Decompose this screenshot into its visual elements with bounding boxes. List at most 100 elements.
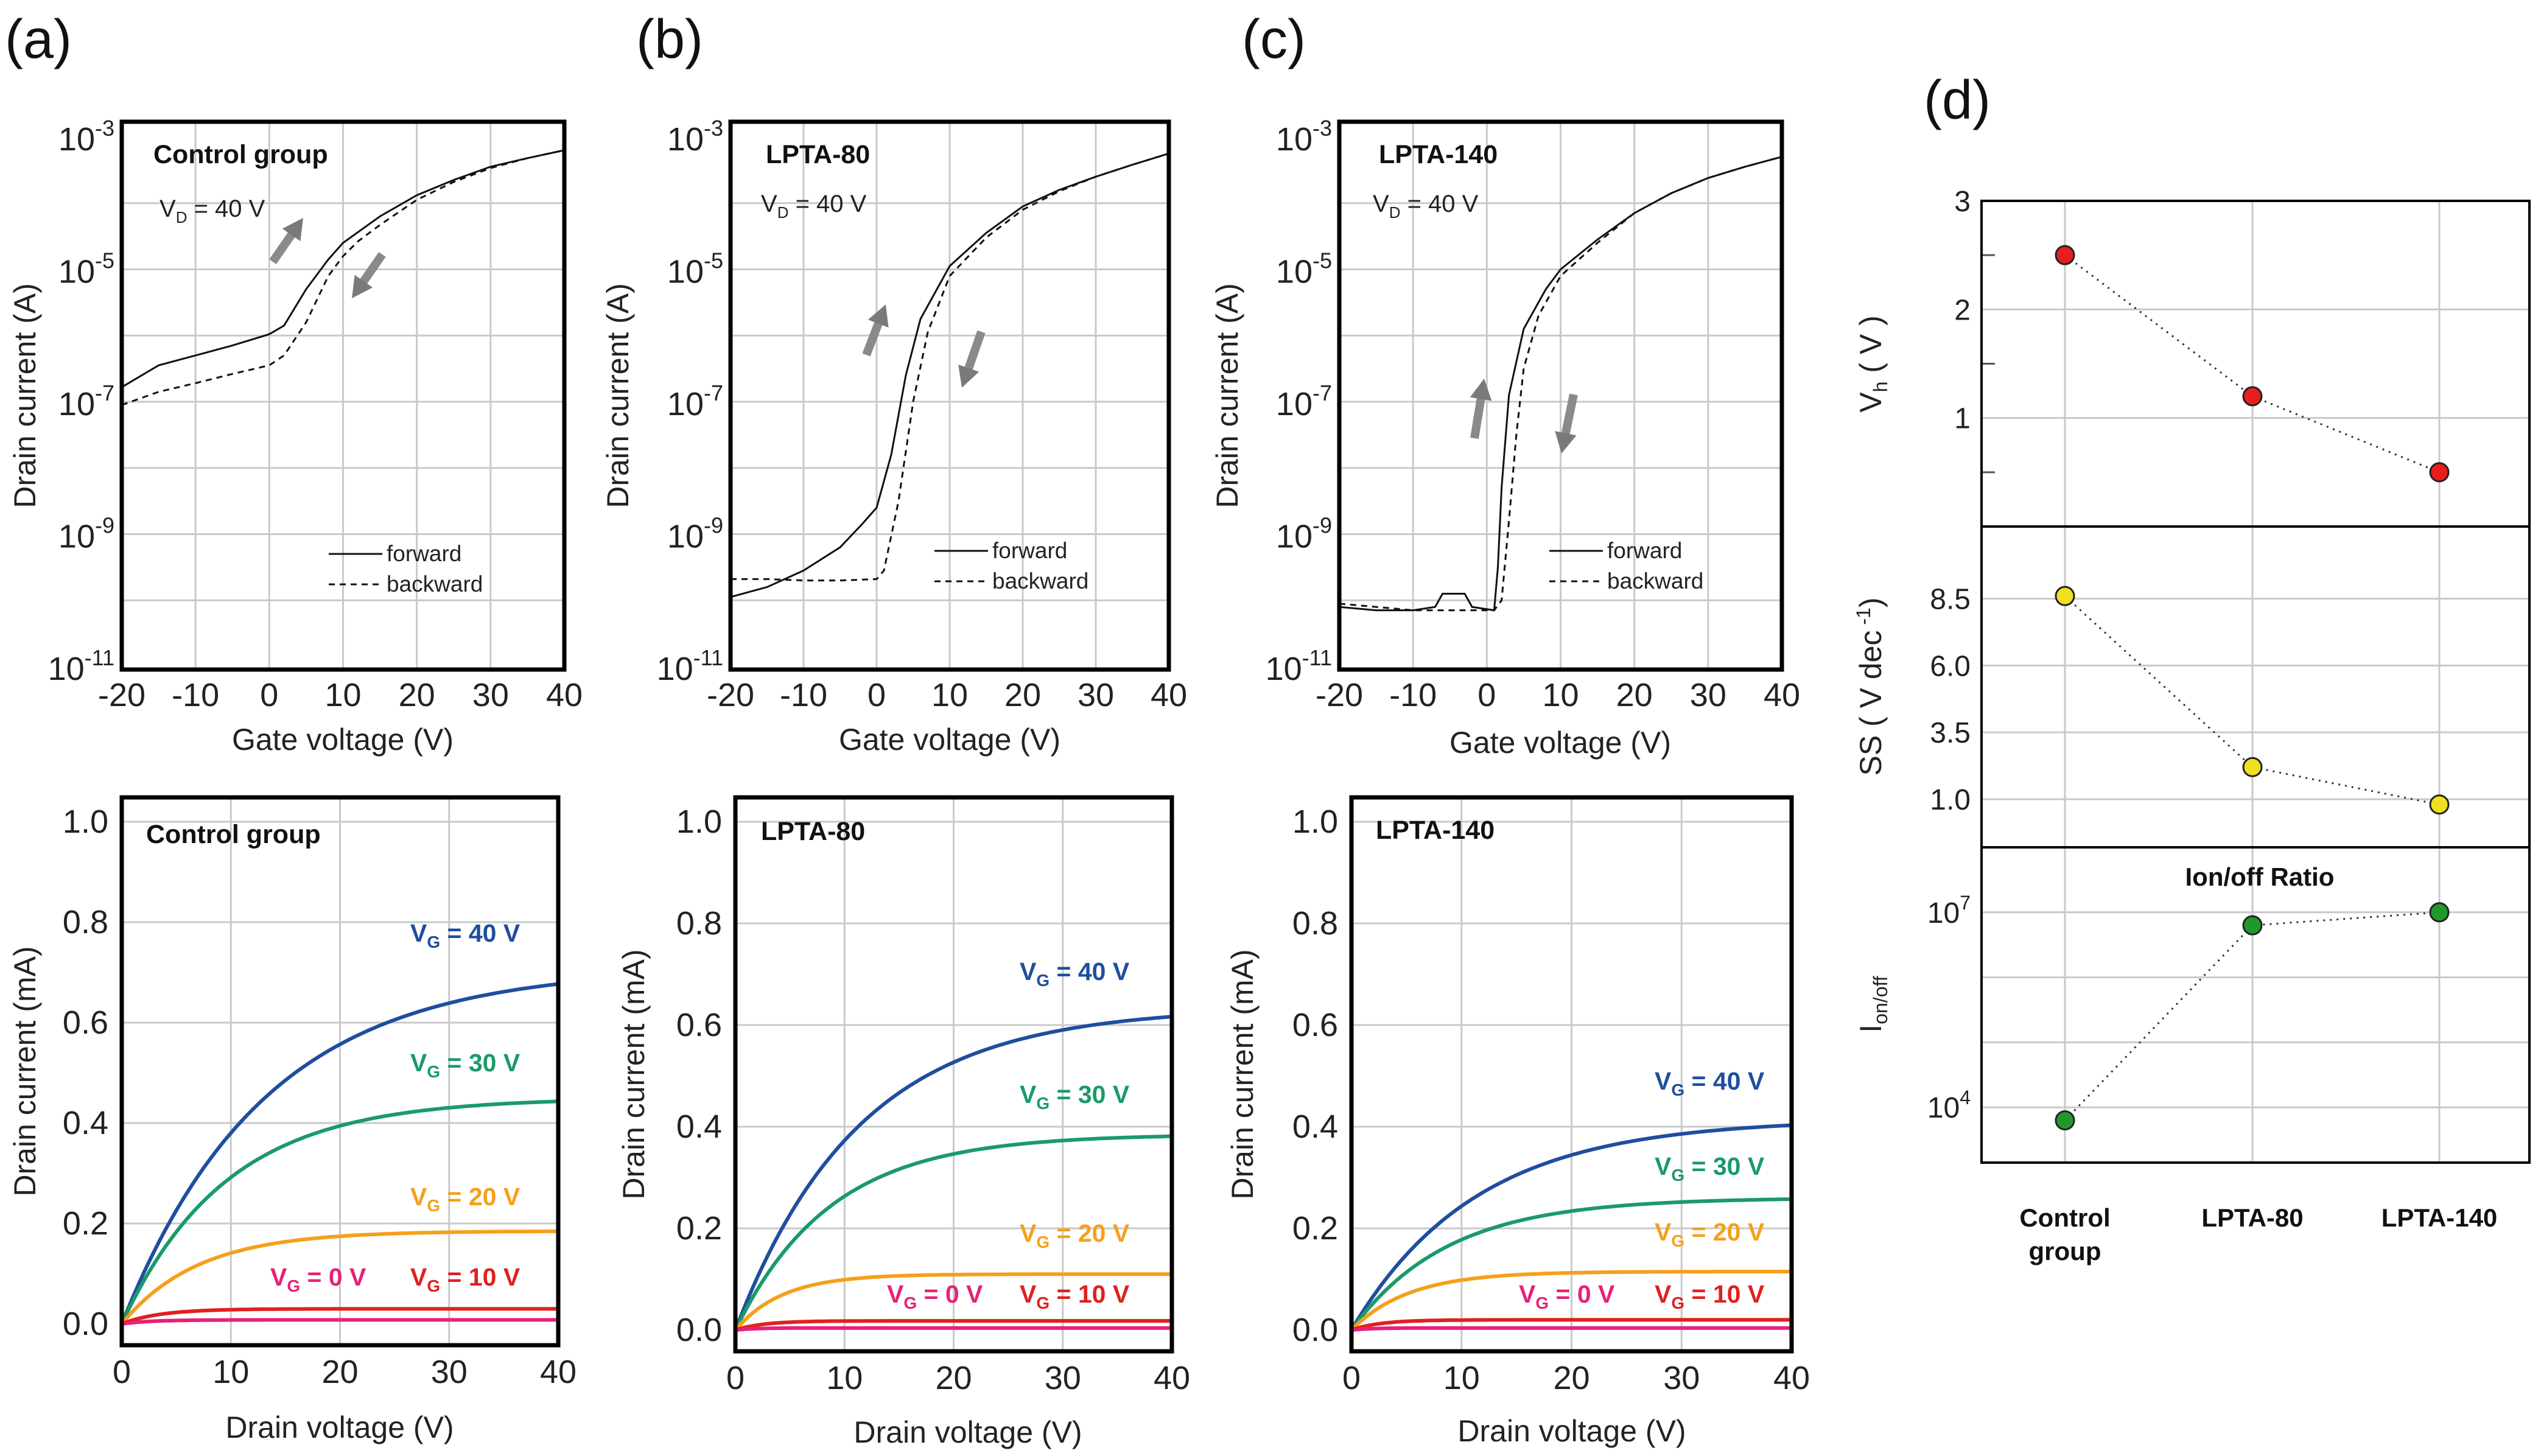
output-plot-lpta-140: LPTA-140 VG = 40 V VG = 30 V VG = 20 V VG =… [1225,795,1810,1448]
x-tick-label: 30 [1045,1360,1081,1396]
output-curve [1350,1197,1792,1331]
x-tick-label: 0 [726,1360,745,1396]
series-label: VG = 20 V [1020,1219,1130,1251]
y-tick-label: 10-5 [58,248,114,290]
panel-label-b: (b) [636,9,703,70]
SS-point [2242,757,2263,777]
output-curve [1350,1123,1792,1331]
y-tick-label: 0.4 [1292,1108,1338,1145]
x-tick-label: 10 [1443,1360,1480,1396]
output-curve [735,1326,1172,1332]
annotation-subscript: D [777,203,789,222]
series-label: VG = 30 V [1020,1080,1130,1113]
y-tick-label: 10-9 [58,513,114,555]
x-tick-label: 10 [931,677,968,713]
x-tick-label: 0 [1477,677,1496,713]
legend-label: forward [992,538,1067,563]
x-tick-label: 40 [540,1354,577,1390]
panel-label-d: (d) [1924,70,1991,131]
plot-title: Control group [146,820,321,849]
backward-curve [731,152,1169,582]
y-tick-label: 0.4 [63,1105,108,1141]
x-tick-label: 20 [399,677,435,713]
y-tick-label: 10-9 [667,513,723,555]
plot-frame [1980,200,2531,1164]
y-tick-label: 10-7 [667,380,723,422]
y-tick-label: 3.5 [1930,717,1971,749]
x-tick-label: 0 [1342,1360,1361,1396]
y-tick-label: 0.6 [63,1004,108,1041]
x-axis-label: Gate voltage (V) [1449,726,1671,760]
Vh-point [2242,386,2263,407]
annotation-value: = 40 V [1400,191,1478,217]
x-tick-label: 10 [324,677,361,713]
transfer-plot-lpta-80: LPTA-80 VD = 40 V forward backward -20 -10… [601,116,1187,757]
series-label: VG = 0 V [270,1263,366,1295]
x-tick-label: 0 [113,1354,131,1390]
category-label: group [2029,1237,2101,1265]
y-tick-label: 10-5 [667,248,723,290]
legend-label: backward [387,572,483,597]
SS-point [2055,586,2075,606]
output-curve [735,1319,1172,1332]
y-axis-label: Drain current (mA) [1225,949,1260,1199]
annotation-symbol: V [761,191,777,217]
x-tick-label: 0 [867,677,886,713]
x-tick-label: 20 [1004,677,1041,713]
output-curve [734,1015,1172,1331]
annotation-value: = 40 V [187,195,265,222]
plot-frame [1337,119,1784,672]
output-plot-lpta-80: LPTA-80 VG = 40 V VG = 30 V VG = 20 V VG = … [617,795,1190,1449]
y-tick-label: 10-7 [1276,380,1332,422]
output-plot-control-group: Control group VG = 40 V VG = 30 V VG = 20 … [8,795,577,1444]
output-curve [121,1318,558,1326]
y-tick-label: 6.0 [1930,650,1971,682]
x-tick-label: -20 [98,677,145,713]
x-axis-label: Drain voltage (V) [853,1415,1082,1449]
x-tick-label: 30 [431,1354,468,1390]
x-tick-label: 20 [1553,1360,1589,1396]
y-tick-label: 8.5 [1930,584,1971,616]
panel-label-a: (a) [5,9,72,70]
x-tick-label: 30 [1078,677,1114,713]
x-tick-label: 40 [1773,1360,1810,1396]
output-curve [1351,1326,1792,1332]
y-axis-label: Drain current (A) [601,283,635,508]
x-tick-label: 40 [1154,1360,1190,1396]
SS-point [2429,794,2450,815]
series-label: VG = 20 V [410,1183,520,1215]
annotation-subscript: D [176,208,188,226]
y-axis-label: Drain current (mA) [617,949,651,1199]
y-tick-label: 0.2 [676,1210,722,1247]
category-label: Control [2019,1203,2110,1232]
category-label: LPTA-80 [2201,1203,2303,1232]
y-tick-label: 0.0 [63,1306,108,1342]
y-tick-label: 10-11 [1266,645,1332,687]
series-label: VG = 0 V [1519,1280,1615,1312]
panel-label-c: (c) [1242,9,1306,70]
forward-sweep-arrow [862,304,889,357]
series-label: VG = 30 V [410,1049,520,1081]
series-label: VG = 0 V [887,1280,983,1312]
y-tick-label: 2 [1954,294,1971,326]
forward-sweep-arrow [1470,379,1492,439]
plot-frame [119,119,567,672]
series-label: VG = 10 V [1020,1280,1130,1312]
y-tick-label: 10-5 [1276,248,1332,290]
y-tick-label: 0.2 [63,1205,108,1242]
x-tick-label: -10 [1389,677,1437,713]
backward-sweep-arrow [1555,393,1578,453]
series-label: VG = 30 V [1655,1152,1765,1185]
output-curve [734,1272,1172,1332]
series-label: VG = 20 V [1655,1218,1765,1250]
Vh-point [2429,462,2450,483]
series-label: VG = 40 V [410,919,520,951]
Ion/off-point [2055,1110,2075,1131]
Ion/off-point [2242,915,2263,936]
plot-frame [119,795,561,1348]
x-tick-label: 20 [1616,677,1653,713]
output-curve [120,1099,559,1325]
output-curve [120,1229,558,1325]
output-curve [120,982,559,1325]
